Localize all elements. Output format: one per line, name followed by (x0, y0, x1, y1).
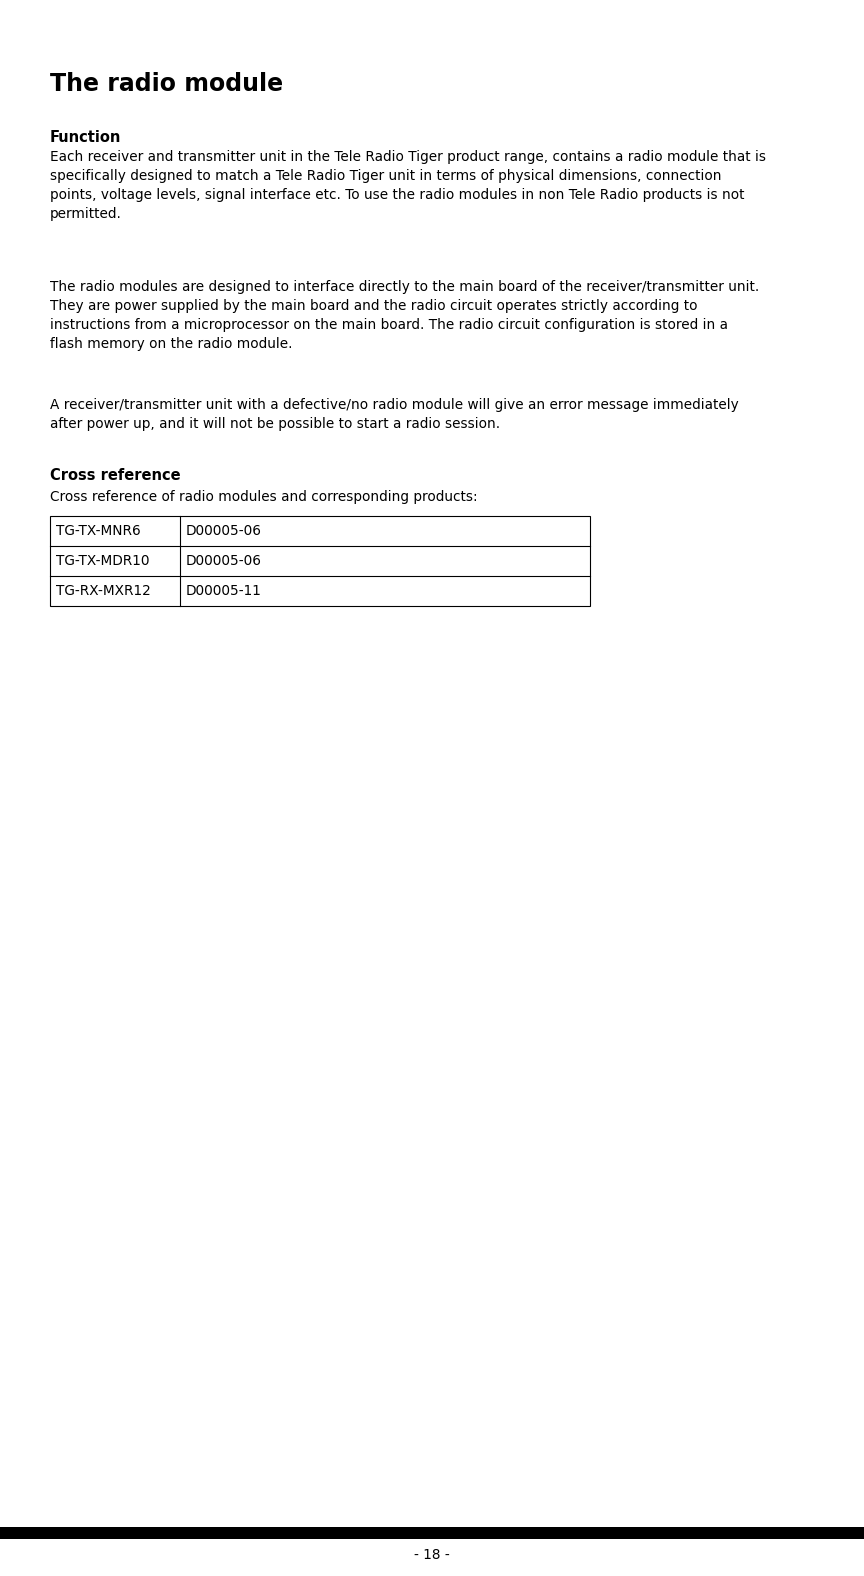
Bar (50, 515, 590, 607)
Text: The radio module: The radio module (50, 72, 283, 96)
Text: D00005-06: D00005-06 (186, 523, 262, 537)
Text: A receiver/transmitter unit with a defective/no radio module will give an error : A receiver/transmitter unit with a defec… (50, 399, 739, 430)
Text: Cross reference of radio modules and corresponding products:: Cross reference of radio modules and cor… (50, 490, 478, 504)
Text: The radio modules are designed to interface directly to the main board of the re: The radio modules are designed to interf… (50, 281, 759, 351)
Text: D00005-11: D00005-11 (186, 585, 262, 597)
Bar (0, 1527, 864, 1540)
Text: Function: Function (50, 129, 121, 145)
Text: TG-TX-MNR6: TG-TX-MNR6 (56, 523, 141, 537)
Text: Each receiver and transmitter unit in the Tele Radio Tiger product range, contai: Each receiver and transmitter unit in th… (50, 150, 766, 221)
Text: Cross reference: Cross reference (50, 468, 181, 482)
Text: - 18 -: - 18 - (414, 1548, 450, 1562)
Text: TG-TX-MDR10: TG-TX-MDR10 (56, 555, 149, 567)
Text: D00005-06: D00005-06 (186, 555, 262, 567)
Text: TG-RX-MXR12: TG-RX-MXR12 (56, 585, 150, 597)
